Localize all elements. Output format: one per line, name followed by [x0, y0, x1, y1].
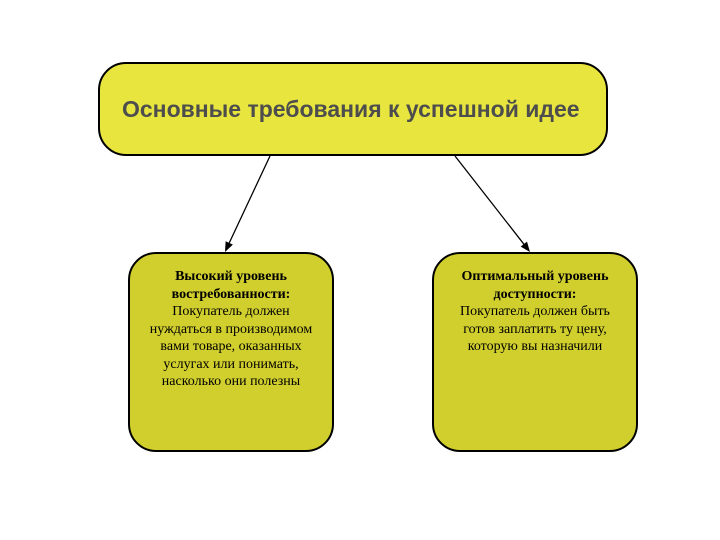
connector-left [215, 146, 280, 262]
child-box-left: Высокий уровень востребованности: Покупа… [128, 252, 334, 452]
child-left-title: Высокий уровень востребованности: [142, 268, 320, 303]
title-box: Основные требования к успешной идее [98, 62, 608, 156]
title-text: Основные требования к успешной идее [122, 95, 580, 124]
child-box-right: Оптимальный уровень доступности: Покупат… [432, 252, 638, 452]
child-left-body: Покупатель должен нуждаться в производим… [142, 303, 320, 391]
child-right-body: Покупатель должен быть готов заплатить т… [446, 303, 624, 356]
child-right-title: Оптимальный уровень доступности: [446, 268, 624, 303]
connector-right [445, 146, 540, 262]
